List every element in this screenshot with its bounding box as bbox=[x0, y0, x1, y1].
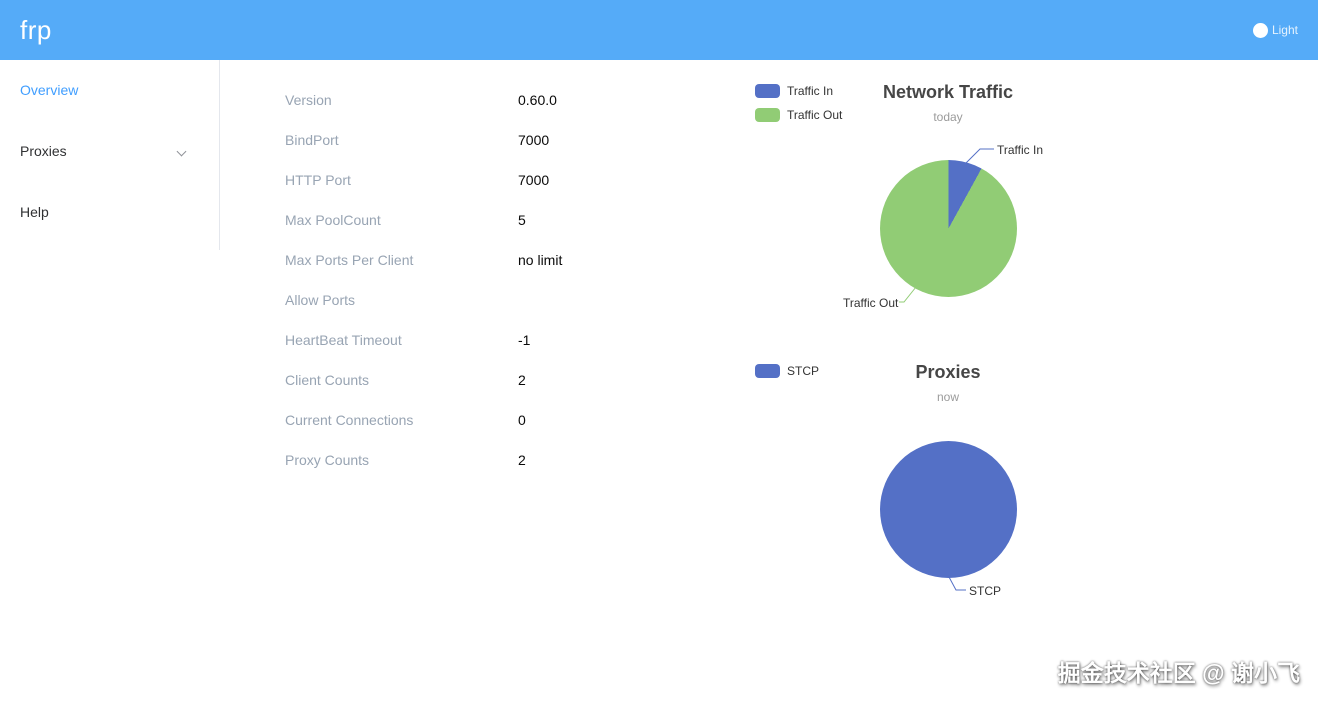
sidebar-item-help[interactable]: Help bbox=[0, 182, 220, 243]
chart-title-network-traffic: Network Traffic bbox=[882, 82, 1014, 102]
sidebar-item-label: Proxies bbox=[20, 143, 67, 159]
table-row: Proxy Counts 2 bbox=[220, 440, 1318, 480]
theme-toggle-label: Light bbox=[1271, 23, 1298, 37]
row-value: 7000 bbox=[518, 132, 550, 148]
row-label: Allow Ports bbox=[285, 292, 356, 308]
row-label: Proxy Counts bbox=[285, 452, 370, 468]
sidebar-item-label: Overview bbox=[20, 82, 79, 98]
legend-item-traffic-in[interactable]: Traffic In bbox=[755, 84, 833, 98]
chart-subtitle-today: today bbox=[933, 110, 963, 124]
pie-label-stcp: STCP bbox=[969, 584, 1002, 598]
table-row: Client Counts 2 bbox=[220, 360, 1318, 400]
row-label: Client Counts bbox=[285, 372, 370, 388]
row-label: Max Ports Per Client bbox=[285, 252, 414, 268]
legend-label: Traffic In bbox=[787, 84, 834, 98]
chart-title-proxies: Proxies bbox=[915, 362, 981, 382]
row-value: 0.60.0 bbox=[518, 92, 557, 108]
sidebar-item-proxies[interactable]: Proxies bbox=[0, 121, 220, 182]
legend-swatch-icon bbox=[755, 108, 780, 122]
table-row: Current Connections 0 bbox=[220, 400, 1318, 440]
overview-panel: Version 0.60.0 BindPort 7000 HTTP Port 7… bbox=[220, 60, 1318, 706]
table-row: Max PoolCount 5 bbox=[220, 200, 1318, 240]
frp-logo: frp bbox=[20, 14, 52, 45]
row-label: HTTP Port bbox=[285, 172, 351, 188]
header: frp Light bbox=[0, 0, 1318, 60]
row-value: -1 bbox=[518, 332, 531, 348]
row-label: HeartBeat Timeout bbox=[285, 332, 402, 348]
sidebar-item-overview[interactable]: Overview bbox=[0, 60, 220, 121]
row-value: 2 bbox=[518, 452, 526, 468]
sidebar: Overview Proxies Help bbox=[0, 60, 220, 706]
overview-rows: Version 0.60.0 BindPort 7000 HTTP Port 7… bbox=[220, 60, 1318, 480]
legend-label: STCP bbox=[787, 364, 820, 378]
row-label: Max PoolCount bbox=[285, 212, 381, 228]
table-row: BindPort 7000 bbox=[220, 120, 1318, 160]
row-value: 7000 bbox=[518, 172, 550, 188]
row-value: no limit bbox=[518, 252, 563, 268]
pie-label-traffic-out: Traffic Out bbox=[843, 296, 899, 310]
row-value: 0 bbox=[518, 412, 526, 428]
legend-item-traffic-out[interactable]: Traffic Out bbox=[755, 108, 842, 122]
sidebar-item-label: Help bbox=[20, 204, 49, 220]
chart-subtitle-now: now bbox=[936, 390, 959, 404]
legend-swatch-icon bbox=[755, 84, 780, 98]
theme-toggle[interactable]: Light bbox=[1252, 22, 1298, 38]
legend-swatch-icon bbox=[755, 364, 780, 378]
table-row: Max Ports Per Client no limit bbox=[220, 240, 1318, 280]
watermark: 掘金技术社区 @ 谢小飞 bbox=[1057, 660, 1300, 686]
pie-chart-proxies[interactable] bbox=[880, 441, 1017, 578]
chevron-down-icon bbox=[178, 148, 186, 156]
row-value: 5 bbox=[518, 212, 526, 228]
row-label: Version bbox=[285, 92, 332, 108]
row-label: Current Connections bbox=[285, 412, 414, 428]
table-row: Version 0.60.0 bbox=[220, 80, 1318, 120]
pie-chart-network-traffic[interactable] bbox=[880, 160, 1017, 297]
row-value: 2 bbox=[518, 372, 526, 388]
table-row: HTTP Port 7000 bbox=[220, 160, 1318, 200]
pie-label-traffic-in: Traffic In bbox=[997, 143, 1044, 157]
row-label: BindPort bbox=[285, 132, 339, 148]
legend-item-stcp[interactable]: STCP bbox=[755, 364, 819, 378]
theme-toggle-knob-icon bbox=[1252, 22, 1268, 38]
table-row: Allow Ports bbox=[220, 280, 1318, 320]
legend-label: Traffic Out bbox=[787, 108, 843, 122]
table-row: HeartBeat Timeout -1 bbox=[220, 320, 1318, 360]
